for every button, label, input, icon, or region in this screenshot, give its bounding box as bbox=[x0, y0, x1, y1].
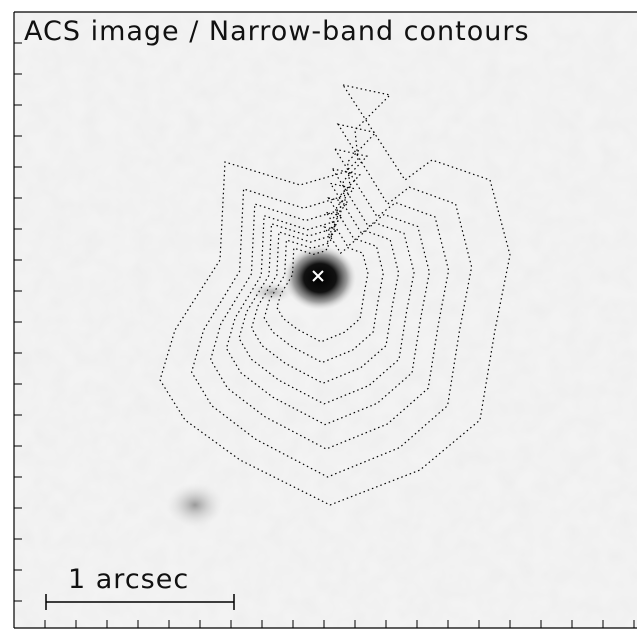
page: ACS image / Narrow-band contours 1 arcse… bbox=[0, 0, 637, 630]
title: ACS image / Narrow-band contours bbox=[24, 16, 530, 47]
figure: ACS image / Narrow-band contours 1 arcse… bbox=[0, 0, 637, 630]
faint-source bbox=[167, 483, 223, 527]
image-noise bbox=[14, 12, 637, 628]
scale-bar-label: 1 arcsec bbox=[68, 564, 189, 595]
